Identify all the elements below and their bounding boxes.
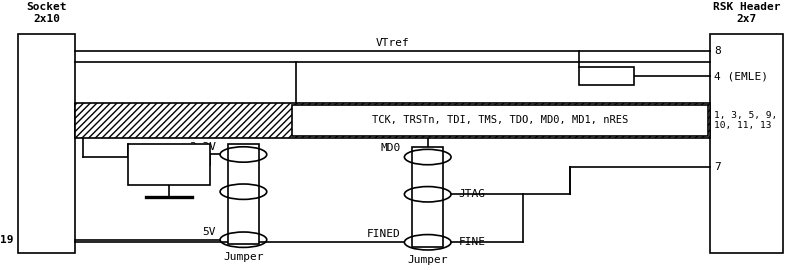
Bar bbox=[412, 147, 443, 247]
Bar bbox=[128, 144, 210, 185]
Text: 1K: 1K bbox=[600, 71, 613, 81]
Text: 8: 8 bbox=[714, 46, 721, 56]
Text: 5V: 5V bbox=[203, 227, 216, 237]
Bar bbox=[710, 34, 783, 253]
Text: FINED: FINED bbox=[366, 229, 400, 239]
Text: MD0: MD0 bbox=[381, 143, 400, 153]
Text: 19: 19 bbox=[1, 235, 14, 245]
Bar bbox=[18, 34, 75, 253]
Text: 3.3V: 3.3V bbox=[190, 142, 216, 152]
Bar bbox=[580, 67, 634, 85]
Bar bbox=[75, 103, 710, 138]
Text: Socket
2x10: Socket 2x10 bbox=[26, 2, 67, 23]
Bar bbox=[228, 144, 259, 244]
Text: FINE: FINE bbox=[459, 237, 486, 247]
Text: 4 (EMLE): 4 (EMLE) bbox=[714, 71, 768, 81]
Text: RSK Header
2x7: RSK Header 2x7 bbox=[713, 2, 780, 23]
Text: Jumper: Jumper bbox=[408, 255, 448, 265]
Bar bbox=[292, 105, 707, 136]
Text: TCK, TRSTn, TDI, TMS, TDO, MD0, MD1, nRES: TCK, TRSTn, TDI, TMS, TDO, MD0, MD1, nRE… bbox=[372, 116, 628, 126]
Text: V-Reg: V-Reg bbox=[152, 160, 186, 170]
Text: JTAG: JTAG bbox=[459, 189, 486, 199]
Text: Jumper: Jumper bbox=[223, 252, 263, 262]
Text: 1, 3, 5, 9,
10, 11, 13: 1, 3, 5, 9, 10, 11, 13 bbox=[714, 111, 777, 130]
Text: VTref: VTref bbox=[376, 38, 410, 48]
Text: 7: 7 bbox=[714, 162, 721, 172]
